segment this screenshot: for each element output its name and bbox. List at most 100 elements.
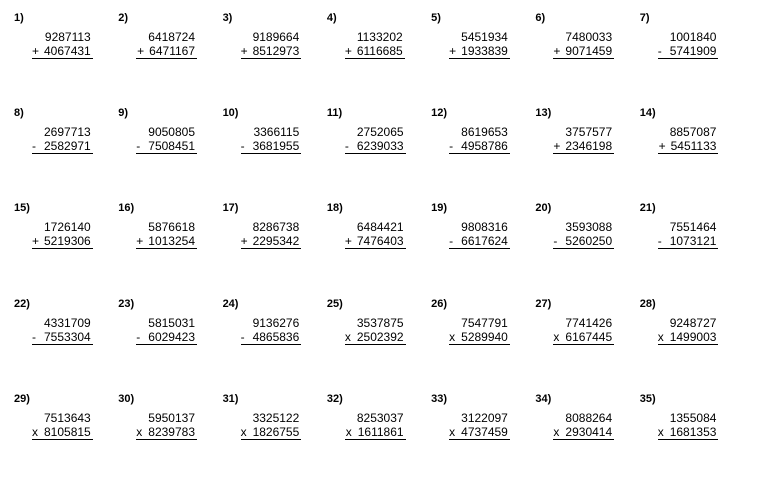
operand-bottom: -4865836 [241,330,302,345]
operator: - [136,330,148,344]
problem-number: 9) [118,107,128,119]
problem: 23)5815031-6029423 [118,298,222,393]
problem: 9)9050805-7508451 [118,107,222,202]
operand-top: 6484421 [345,220,406,234]
operand-top: 3593088 [553,220,614,234]
problem: 1)9287113+4067431 [14,12,118,107]
problem-number: 35) [640,393,656,405]
problem-math: 9248727x1499003 [658,316,719,345]
problem: 21)7551464-1073121 [640,202,744,297]
problem-math: 7480033+9071459 [553,30,614,59]
operator: + [553,44,565,58]
operand-bottom-value: 7553304 [44,330,91,344]
problem: 8)2697713-2582971 [14,107,118,202]
operand-top: 5876618 [136,220,197,234]
problem-number: 19) [431,202,447,214]
operator: + [553,139,565,153]
problem-number: 17) [223,202,239,214]
operator: - [241,330,253,344]
problem: 18)6484421+7476403 [327,202,431,297]
operand-bottom: +6471167 [136,44,197,59]
operator: x [658,425,670,439]
operand-top: 9248727 [658,316,719,330]
problem-math: 1001840-5741909 [658,30,719,59]
problem-math: 8857087+5451133 [658,125,719,154]
operator: - [658,44,670,58]
problem-number: 20) [535,202,551,214]
operator: + [136,234,148,248]
operand-top: 9189664 [241,30,302,44]
problem-number: 11) [327,107,342,119]
operand-bottom: +5219306 [32,234,93,249]
operand-bottom-value: 4737459 [461,425,508,439]
problem-math: 8286738+2295342 [241,220,302,249]
operator: x [32,425,44,439]
problem: 20)3593088-5260250 [535,202,639,297]
operand-top: 9136276 [241,316,302,330]
problem-math: 7513643x8105815 [32,411,93,440]
problem: 15)1726140+5219306 [14,202,118,297]
problem: 6)7480033+9071459 [535,12,639,107]
operand-top: 9287113 [32,30,93,44]
operand-bottom: -5260250 [553,234,614,249]
problem: 16)5876618+1013254 [118,202,222,297]
problem-math: 1133202+6116685 [345,30,405,59]
problem: 14)8857087+5451133 [640,107,744,202]
operand-bottom-value: 1013254 [148,234,195,248]
problem-number: 18) [327,202,343,214]
problem: 29)7513643x8105815 [14,393,118,488]
operand-top: 5451934 [449,30,510,44]
operand-bottom-value: 6167445 [565,330,612,344]
problem: 4)1133202+6116685 [327,12,431,107]
problem-math: 3325122x1826755 [241,411,302,440]
operand-bottom-value: 2346198 [565,139,612,153]
operand-top: 1001840 [658,30,719,44]
problem: 5)5451934+1933839 [431,12,535,107]
operator: - [241,139,253,153]
operand-bottom: x1611861 [345,425,406,440]
operand-top: 5950137 [136,411,197,425]
operator: - [32,330,44,344]
operand-bottom-value: 2930414 [565,425,612,439]
problem-number: 10) [223,107,239,119]
problem-math: 1726140+5219306 [32,220,93,249]
problem: 26)7547791x5289940 [431,298,535,393]
operand-bottom-value: 6617624 [461,234,508,248]
problem: 2)6418724+6471167 [118,12,222,107]
problem: 17)8286738+2295342 [223,202,327,297]
operand-bottom: x8105815 [32,425,93,440]
operand-bottom-value: 5260250 [565,234,612,248]
problem-math: 3366115-3681955 [241,125,302,154]
operator: + [137,44,149,58]
problem: 34)8088264x2930414 [535,393,639,488]
problem: 30)5950137x8239783 [118,393,222,488]
problem: 35)1355084x1681353 [640,393,744,488]
problem-number: 31) [223,393,239,405]
operand-bottom-value: 3681955 [253,139,300,153]
operand-bottom-value: 1826755 [253,425,300,439]
operand-top: 8286738 [241,220,302,234]
problem: 31)3325122x1826755 [223,393,327,488]
problem-math: 7551464-1073121 [658,220,719,249]
problem: 33)3122097x4737459 [431,393,535,488]
operand-bottom: -6239033 [345,139,406,154]
operator: - [136,139,148,153]
problem-number: 30) [118,393,134,405]
operand-top: 8253037 [345,411,406,425]
operand-bottom: +1933839 [449,44,510,59]
operand-bottom-value: 9071459 [565,44,612,58]
operand-top: 7513643 [32,411,93,425]
operator: + [659,139,671,153]
problem-number: 7) [640,12,650,24]
operand-top: 9050805 [136,125,197,139]
problem-number: 33) [431,393,447,405]
operand-top: 7741426 [553,316,614,330]
problem-math: 9136276-4865836 [241,316,302,345]
problem: 22)4331709-7553304 [14,298,118,393]
operator: + [345,234,357,248]
problem-math: 4331709-7553304 [32,316,93,345]
operator: + [32,234,44,248]
operand-bottom-value: 2582971 [44,139,91,153]
problem-number: 15) [14,202,30,214]
operand-bottom-value: 5219306 [44,234,91,248]
